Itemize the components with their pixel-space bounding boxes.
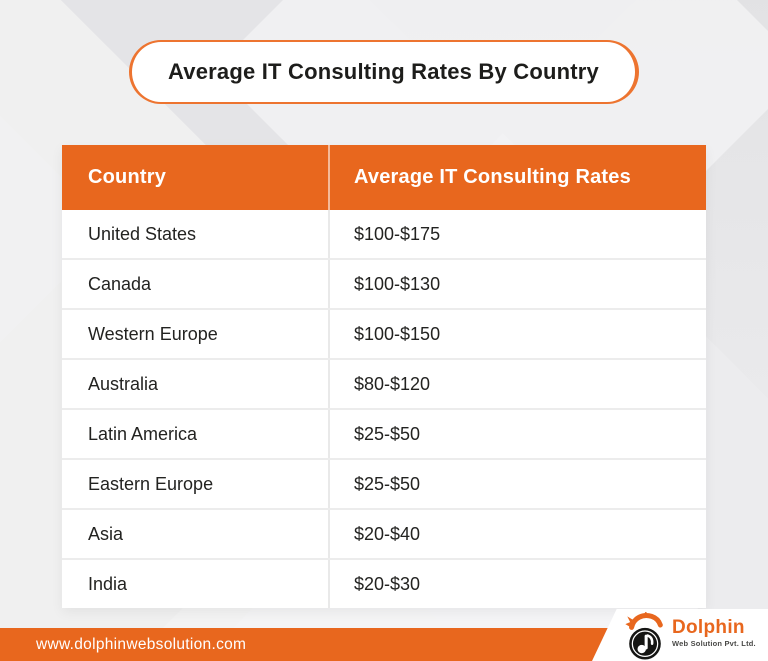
country-cell: Latin America — [88, 423, 198, 444]
country-cell: Canada — [88, 273, 152, 294]
country-cell: Western Europe — [88, 323, 218, 344]
header-cell-country: Country — [88, 166, 167, 188]
rate-cell: $25-$50 — [328, 410, 706, 458]
rate-cell: $80-$120 — [328, 360, 706, 408]
table-row: Eastern Europe $25-$50 — [62, 460, 706, 510]
table-row: Asia $20-$40 — [62, 510, 706, 560]
table-row: Latin America $25-$50 — [62, 410, 706, 460]
rate-cell: $100-$175 — [328, 210, 706, 258]
rate-cell: $25-$50 — [328, 460, 706, 508]
table-row: Canada $100-$130 — [62, 260, 706, 310]
title-badge: Average IT Consulting Rates By Country — [129, 40, 639, 104]
country-cell: United States — [88, 223, 197, 244]
country-cell: Eastern Europe — [88, 473, 214, 494]
header-cell-rates: Average IT Consulting Rates — [328, 145, 706, 210]
table-row: India $20-$30 — [62, 560, 706, 608]
table-header-row: Country Average IT Consulting Rates — [62, 145, 706, 210]
country-cell: India — [88, 573, 128, 594]
rate-cell: $20-$30 — [328, 560, 706, 608]
rate-cell: $20-$40 — [328, 510, 706, 558]
logo-name: Dolphin — [672, 617, 745, 638]
page-title: Average IT Consulting Rates By Country — [168, 59, 599, 84]
logo-panel: Dolphin Web Solution Pvt. Ltd. — [592, 609, 768, 661]
table-row: United States $100-$175 — [62, 210, 706, 260]
table-row: Australia $80-$120 — [62, 360, 706, 410]
rate-cell: $100-$150 — [328, 310, 706, 358]
logo-tagline: Web Solution Pvt. Ltd. — [672, 639, 756, 648]
dolphin-music-note-icon — [625, 612, 663, 660]
rates-table: Country Average IT Consulting Rates Unit… — [62, 145, 706, 608]
table-row: Western Europe $100-$150 — [62, 310, 706, 360]
footer-website-url: www.dolphinwebsolution.com — [36, 636, 247, 653]
rate-cell: $100-$130 — [328, 260, 706, 308]
country-cell: Asia — [88, 523, 124, 544]
country-cell: Australia — [88, 373, 159, 394]
logo-text-block: Dolphin Web Solution Pvt. Ltd. — [672, 618, 756, 648]
